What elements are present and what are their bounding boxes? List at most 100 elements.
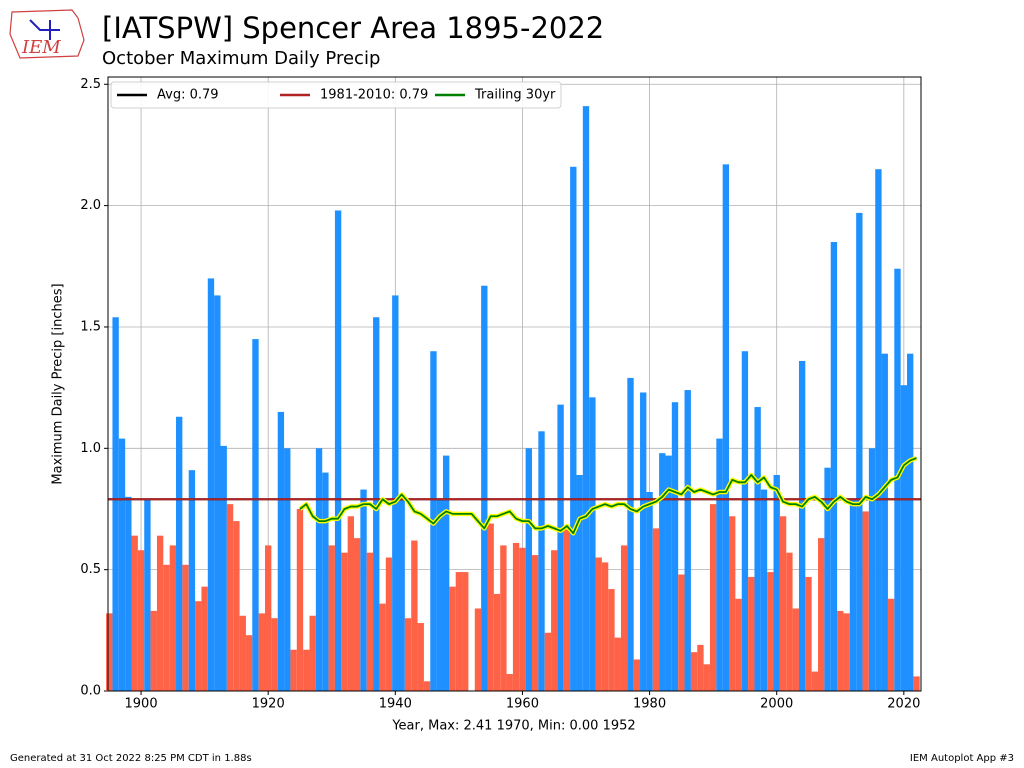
bar [341, 552, 348, 691]
bar [277, 411, 285, 691]
bar [779, 516, 787, 691]
x-tick-label: 1920 [252, 697, 285, 712]
bar [614, 637, 621, 691]
logo-icon [29, 19, 60, 40]
bar [176, 416, 183, 691]
bar [455, 572, 463, 691]
legend-label: Trailing 30yr [474, 88, 556, 103]
bar [589, 397, 596, 691]
bar [582, 106, 590, 691]
bar [595, 557, 602, 691]
bar [334, 210, 342, 691]
bar [366, 552, 374, 691]
bar [207, 278, 215, 691]
logo-outline [9, 9, 85, 59]
bar [156, 535, 164, 691]
bar [563, 525, 571, 691]
bar [881, 353, 888, 691]
bar [258, 613, 266, 691]
bar [411, 540, 418, 691]
bar [748, 576, 755, 691]
bar [678, 574, 685, 691]
chart-title: [IATSPW] Spencer Area 1895-2022 [102, 11, 604, 45]
x-tick-label: 2000 [760, 697, 793, 712]
bar [245, 635, 253, 691]
x-tick-label: 1940 [379, 697, 412, 712]
bar [512, 542, 520, 691]
bar [220, 445, 227, 691]
bar [303, 649, 310, 691]
bar [144, 499, 151, 691]
bar [684, 390, 691, 691]
bar [601, 562, 609, 691]
x-tick-label: 1900 [125, 697, 158, 712]
bar [169, 545, 177, 691]
legend-label: Avg: 0.79 [157, 88, 219, 103]
bar [665, 455, 672, 691]
bar [239, 615, 246, 691]
y-tick-label: 0.0 [80, 684, 101, 699]
bar [385, 557, 393, 691]
bar [137, 550, 145, 691]
y-axis-label: Maximum Daily Precip [inches] [51, 283, 66, 484]
bar [646, 491, 653, 691]
bar [703, 664, 710, 691]
bar [404, 618, 412, 691]
bar [195, 601, 202, 691]
bar [824, 467, 831, 691]
plot-frame [107, 76, 922, 692]
bar [767, 572, 774, 691]
bar [697, 644, 704, 691]
bar [900, 385, 908, 691]
bar [481, 285, 488, 691]
bar [652, 528, 660, 691]
x-tick-label: 1960 [506, 697, 539, 712]
bar [887, 598, 895, 691]
bar [296, 508, 304, 691]
bar [347, 516, 354, 691]
bar [398, 499, 405, 691]
bar [633, 659, 641, 691]
bar [493, 593, 501, 691]
y-tick-label: 2.0 [80, 198, 101, 213]
bar [131, 535, 138, 691]
bar [862, 511, 869, 691]
bar [786, 552, 793, 691]
bar [118, 438, 126, 691]
bar [328, 545, 335, 691]
bar [392, 295, 399, 691]
bar [729, 516, 736, 691]
legend-label: 1981-2010: 0.79 [320, 88, 428, 103]
bar [894, 268, 901, 691]
bar [798, 360, 806, 691]
bar [233, 521, 240, 691]
bar [322, 472, 329, 691]
bar [265, 545, 272, 691]
logo: IEM [9, 9, 85, 59]
bar [856, 212, 863, 691]
bar [818, 538, 825, 691]
bar [640, 392, 647, 691]
bar [506, 674, 513, 691]
bar [557, 404, 564, 691]
bar [811, 671, 819, 691]
bar [837, 610, 844, 691]
bar [379, 603, 386, 691]
bar [462, 572, 469, 691]
bar [150, 610, 157, 691]
bar [125, 496, 132, 691]
bar [875, 169, 882, 692]
bar [709, 504, 717, 691]
footer-left: Generated at 31 Oct 2022 8:25 PM CDT in … [10, 753, 252, 764]
bar [315, 448, 323, 691]
bar [487, 523, 494, 691]
bar [531, 555, 539, 691]
bar [773, 475, 780, 691]
bar [182, 564, 189, 691]
bar [538, 431, 545, 691]
bar [449, 586, 456, 691]
bar [741, 351, 749, 691]
bar [373, 317, 380, 691]
footer-right: IEM Autoplot App #3 [910, 753, 1014, 764]
